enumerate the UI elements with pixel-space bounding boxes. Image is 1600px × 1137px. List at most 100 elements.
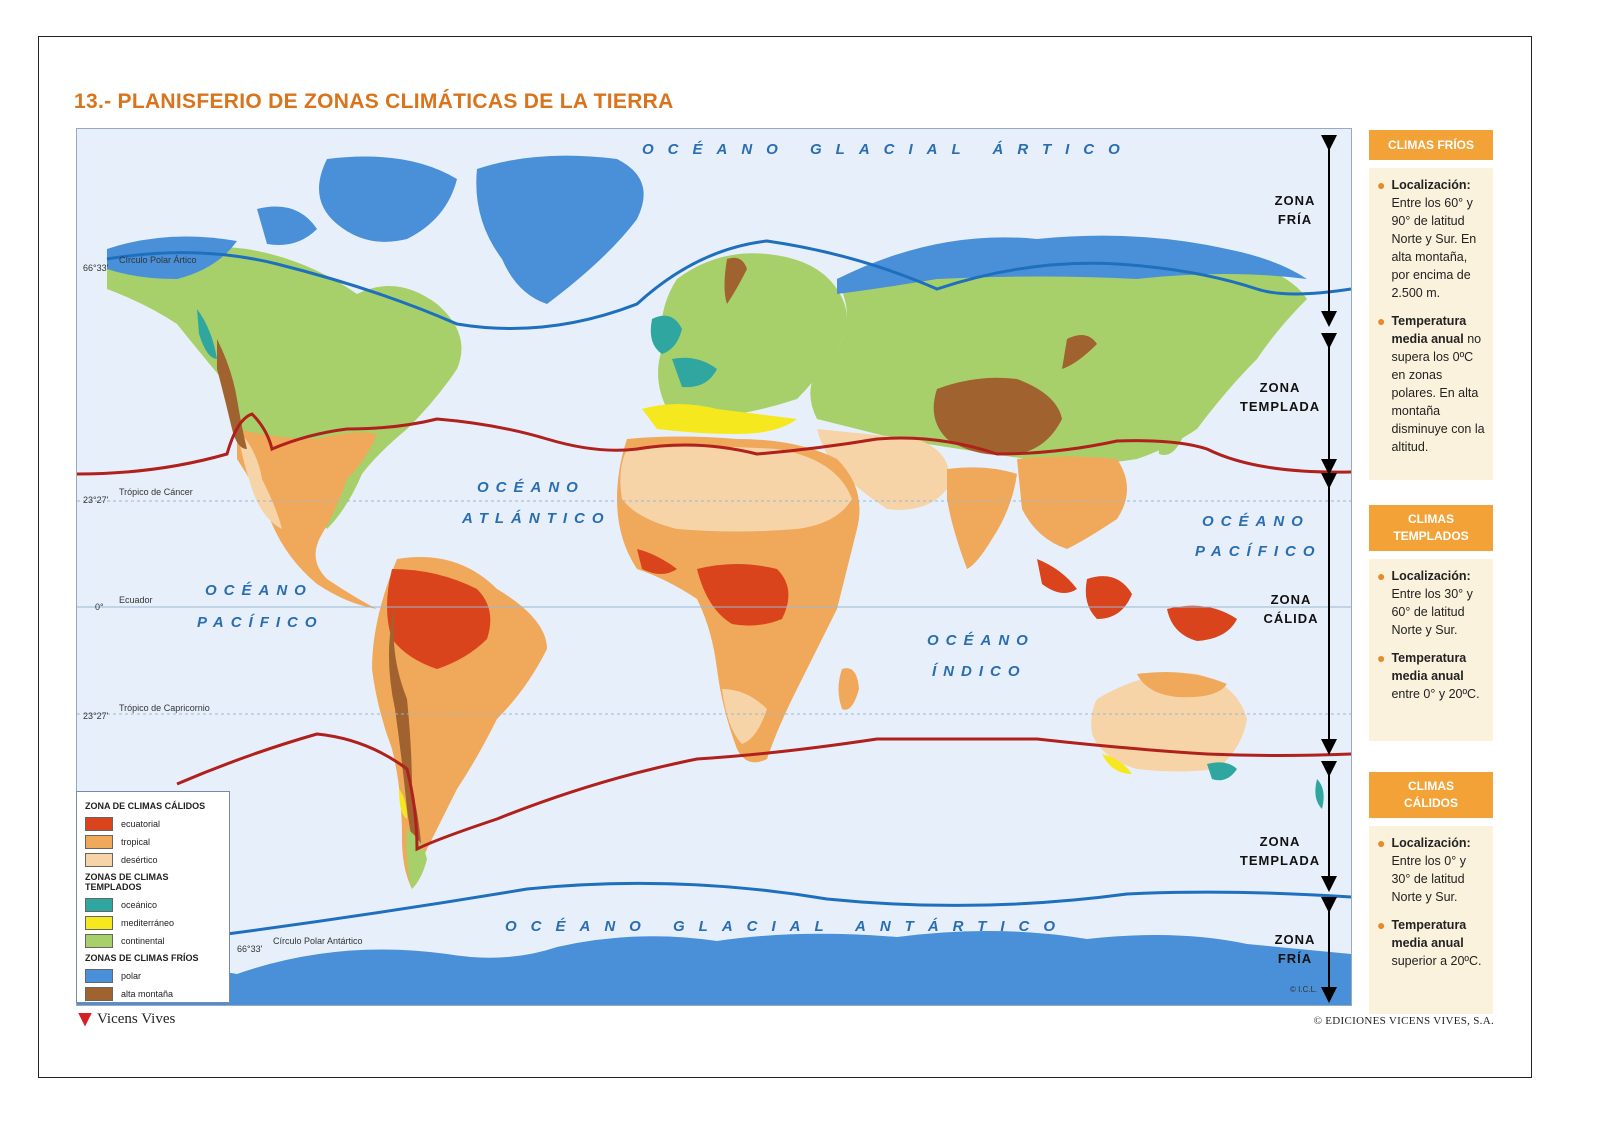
legend-item-mediterraneo: mediterráneo: [85, 914, 221, 932]
legend-label: ecuatorial: [121, 819, 161, 829]
bullet-dot-icon: ●: [1377, 568, 1386, 584]
legend-item-tropical: tropical: [85, 833, 221, 851]
legend-item-desertico: desértico: [85, 851, 221, 869]
swatch-desertico: [85, 853, 113, 867]
bullet-text: Entre los 0° y 30° de latitud Norte y Su…: [1391, 854, 1466, 904]
legend-label: alta montaña: [121, 989, 174, 999]
bullet-label: Localización:: [1391, 569, 1471, 583]
south-polar-boundary: [226, 881, 1351, 936]
alaska-polar: [107, 236, 237, 279]
equator-degree: 0°: [95, 602, 104, 612]
arctic-ocean-label: OCÉANO GLACIAL ÁRTICO: [642, 141, 1134, 158]
legend-label: mediterráneo: [121, 918, 175, 928]
kalahari: [722, 689, 767, 744]
uk-oceanic: [650, 315, 682, 354]
panel-body-frios: ● Localización: Entre los 60° y 90° de l…: [1369, 168, 1493, 480]
tropic-cancer-name: Trópico de Cáncer: [119, 487, 193, 497]
panel-climas-calidos: CLIMAS CÁLIDOS ● Localización: Entre los…: [1369, 772, 1493, 1014]
antarctica: [77, 930, 1351, 1005]
congo: [697, 564, 789, 626]
bullet-localizacion: ● Localización: Entre los 60° y 90° de l…: [1377, 176, 1487, 302]
new-zealand: [1315, 779, 1324, 809]
zone-word: ZONA: [1274, 193, 1316, 208]
bullet-dot-icon: ●: [1377, 835, 1386, 851]
bullet-text: Entre los 30° y 60° de latitud Norte y S…: [1391, 587, 1473, 637]
sahara: [620, 446, 852, 532]
bullet-text: entre 0° y 20ºC.: [1391, 687, 1480, 701]
bullet-label: Localización:: [1391, 836, 1471, 850]
bullet-localizacion: ● Localización: Entre los 30° y 60° de l…: [1377, 567, 1487, 639]
equator-name: Ecuador: [119, 595, 153, 605]
bullet-temperatura: ● Temperatura media anual entre 0° y 20º…: [1377, 649, 1487, 703]
legend-label: desértico: [121, 855, 158, 865]
arctic-islands: [319, 156, 457, 242]
indian-ocean-label-1: OCÉANO: [927, 632, 1035, 649]
madagascar: [838, 668, 859, 710]
zone-label-templada-north: ZONA TEMPLADA: [1237, 378, 1323, 416]
greenland: [476, 155, 644, 304]
copyright-notice: © EDICIONES VICENS VIVES, S.A.: [1313, 1015, 1494, 1027]
indian-ocean-label-2: ÍNDICO: [932, 663, 1027, 680]
map-legend: ZONA DE CLIMAS CÁLIDOS ecuatorial tropic…: [76, 791, 230, 1003]
chile-med: [399, 789, 407, 819]
mexico: [237, 429, 377, 609]
amazon: [387, 569, 491, 669]
arctic-circle-name: Círculo Polar Ártico: [119, 255, 197, 265]
pacific-west-label-2: PACÍFICO: [197, 614, 324, 631]
bullet-label: Temperatura media anual: [1391, 314, 1467, 346]
bullet-label: Temperatura media anual: [1391, 651, 1467, 683]
tropic-cancer-degree: 23°27': [83, 495, 109, 505]
legend-item-oceanico: oceánico: [85, 896, 221, 914]
rockies: [217, 339, 247, 449]
panel-body-calidos: ● Localización: Entre los 0° y 30° de la…: [1369, 826, 1493, 1014]
se-asia: [1017, 456, 1127, 549]
south-temperate-boundary: [176, 732, 1351, 852]
world-climate-map: OCÉANO GLACIAL ÁRTICO OCÉANO ATLÁNTICO O…: [76, 128, 1352, 1006]
pacific-west-label-1: OCÉANO: [205, 582, 313, 599]
north-polar-boundary: [106, 239, 1351, 330]
panel-climas-templados: CLIMAS TEMPLADOS ● Localización: Entre l…: [1369, 505, 1493, 741]
bullet-text: superior a 20ºC.: [1391, 954, 1482, 968]
india: [947, 467, 1017, 569]
zone-label-fria-south: ZONA FRÍA: [1265, 930, 1325, 968]
vicens-vives-logo: Vicens Vives: [78, 1011, 175, 1028]
panel-head-templados: CLIMAS TEMPLADOS: [1369, 505, 1493, 551]
zone-label-fria-north: ZONA FRÍA: [1265, 191, 1325, 229]
australia-oceanic: [1207, 762, 1237, 781]
panel-body-templados: ● Localización: Entre los 30° y 60° de l…: [1369, 559, 1493, 741]
zone-calida: CÁLIDA: [1263, 611, 1319, 626]
zone-word: ZONA: [1259, 834, 1301, 849]
zone-label-templada-south: ZONA TEMPLADA: [1237, 832, 1323, 870]
tropic-capricorn-name: Trópico de Capricornio: [119, 703, 210, 713]
bullet-temperatura: ● Temperatura media anual superior a 20º…: [1377, 916, 1487, 970]
legend-label: polar: [121, 971, 142, 981]
new-guinea: [1167, 605, 1237, 641]
atlantic-ocean-label-2: ATLÁNTICO: [462, 510, 611, 527]
australia-north: [1137, 671, 1227, 698]
legend-item-continental: continental: [85, 932, 221, 950]
na-oceanic: [197, 309, 217, 359]
brand-name: Vicens Vives: [97, 1011, 176, 1027]
legend-cold-title: ZONAS DE CLIMAS FRÍOS: [85, 953, 199, 963]
icl-credit: © I.C.L.: [1290, 985, 1318, 994]
mexico-desert: [237, 429, 282, 529]
zone-templada-s: TEMPLADA: [1239, 853, 1321, 868]
antarctic-circle-degree: 66°33': [237, 944, 263, 954]
bullet-text: Entre los 60° y 90° de latitud Norte y S…: [1391, 196, 1477, 300]
panel-head-calidos: CLIMAS CÁLIDOS: [1369, 772, 1493, 818]
indonesia-1: [1037, 559, 1077, 593]
bullet-text: no supera los 0ºC en zonas polares. En a…: [1391, 332, 1485, 454]
borneo: [1085, 576, 1132, 619]
legend-item-alta-montana: alta montaña: [85, 985, 221, 1003]
swatch-tropical: [85, 835, 113, 849]
page-title: 13.- PLANISFERIO DE ZONAS CLIMÁTICAS DE …: [74, 90, 674, 113]
legend-label: tropical: [121, 837, 151, 847]
bullet-label: Localización:: [1391, 178, 1471, 192]
europe-oceanic: [672, 357, 717, 388]
med-europe: [642, 404, 797, 434]
bullet-dot-icon: ●: [1377, 650, 1386, 666]
swatch-ecuatorial: [85, 817, 113, 831]
panel-climas-frios: CLIMAS FRÍOS ● Localización: Entre los 6…: [1369, 130, 1493, 480]
vicens-vives-logo-icon: [78, 1012, 92, 1027]
tropic-capricorn-degree: 23°27': [83, 711, 109, 721]
